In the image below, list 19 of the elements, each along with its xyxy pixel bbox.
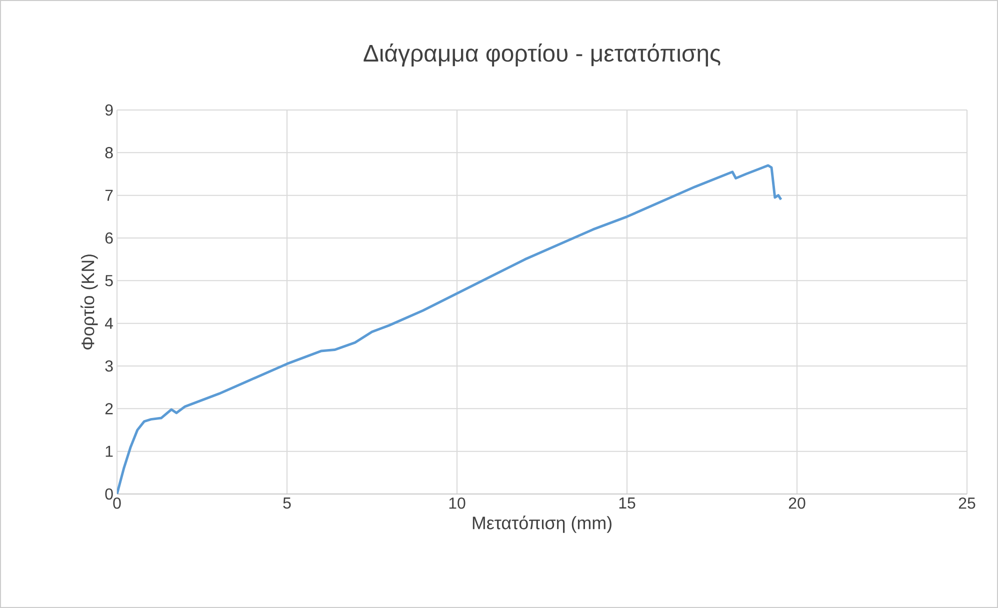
x-tick-label: 15 [619, 498, 636, 509]
x-tick-label: 10 [449, 498, 466, 509]
y-tick-label: 1 [106, 446, 113, 457]
y-axis-title: Φορτίο (KN) [80, 254, 98, 350]
chart-title: Διάγραμμα φορτίου - μετατόπισης [364, 44, 720, 66]
x-tick-label: 5 [283, 498, 291, 509]
y-tick-label: 8 [105, 147, 113, 158]
y-tick-label: 0 [105, 488, 113, 500]
x-tick-label: 20 [788, 498, 806, 509]
y-tick-label: 2 [105, 403, 113, 414]
y-tick-label: 3 [105, 360, 113, 372]
y-tick-label: 5 [105, 275, 113, 286]
x-tick-label: 0 [113, 498, 121, 509]
x-tick-label: 25 [958, 498, 976, 509]
x-axis-title: Μετατόπιση (mm) [472, 516, 612, 533]
y-tick-label: 6 [105, 232, 113, 244]
y-tick-label: 7 [105, 190, 113, 201]
y-tick-label: 4 [104, 318, 114, 329]
y-tick-label: 9 [105, 104, 113, 116]
